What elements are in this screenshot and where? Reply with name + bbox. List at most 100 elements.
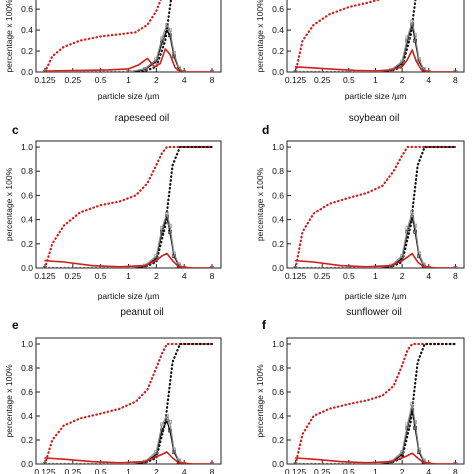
data-point-marker bbox=[160, 226, 164, 231]
x-tick-label: 4 bbox=[182, 271, 187, 281]
series-line-dotted-black bbox=[294, 342, 457, 464]
y-tick-label: 0.4 bbox=[272, 215, 284, 225]
series-line-solid-gray bbox=[44, 24, 213, 72]
series-line-dotted-red bbox=[294, 342, 457, 464]
series-group bbox=[43, 0, 214, 72]
data-point-marker bbox=[182, 70, 187, 72]
x-tick-label: 8 bbox=[453, 75, 458, 85]
x-tick-label: 4 bbox=[426, 467, 431, 474]
x-axis-title: particle size /µm bbox=[98, 291, 160, 301]
y-tick-label: 0.8 bbox=[21, 166, 33, 176]
series-group bbox=[43, 342, 214, 464]
y-tick-label: 0.6 bbox=[21, 387, 33, 397]
data-point-marker bbox=[154, 57, 159, 62]
data-point-marker bbox=[142, 67, 147, 71]
x-tick-label: 0.5 bbox=[95, 467, 107, 474]
y-tick-label: 0.0 bbox=[21, 67, 33, 77]
x-tick-label: 0.5 bbox=[343, 75, 355, 85]
x-tick-label: 8 bbox=[210, 271, 215, 281]
series-line-dotted-black bbox=[43, 342, 214, 464]
series-line-solid-red bbox=[44, 451, 213, 464]
plot-frame bbox=[35, 337, 222, 465]
y-tick-label: 0.2 bbox=[272, 239, 284, 249]
y-tick-label: 0.0 bbox=[21, 459, 33, 469]
series-line-solid-red bbox=[294, 49, 457, 72]
data-point-marker bbox=[165, 211, 169, 216]
x-tick-label: 0.25 bbox=[314, 75, 331, 85]
y-tick-label: 1.0 bbox=[21, 339, 33, 349]
series-line-solid-gray bbox=[295, 211, 456, 268]
y-tick-label: 0.4 bbox=[272, 411, 284, 421]
x-tick-label: 2 bbox=[154, 467, 159, 474]
y-tick-label: 0.0 bbox=[272, 67, 284, 77]
y-tick-label: 0.0 bbox=[21, 263, 33, 273]
panel-title: rapeseed oil bbox=[115, 113, 169, 124]
data-point-marker bbox=[400, 59, 405, 64]
data-point-marker bbox=[210, 70, 214, 72]
series-line-solid-red bbox=[44, 252, 213, 268]
series-line-dotted-black bbox=[43, 0, 173, 72]
x-axis-title: particle size /µm bbox=[345, 291, 407, 301]
series-line-solid-gray bbox=[295, 21, 456, 72]
chart-panel-e: 0.0 0.2 0.4 0.6 0.8 1.0 0.125 0.25 0.5 1 2 4 8 percen… bbox=[4, 307, 222, 474]
plot-frame bbox=[286, 0, 465, 73]
series-line-solid-red bbox=[44, 48, 213, 72]
y-tick-label: 0.2 bbox=[21, 435, 33, 445]
data-point-marker bbox=[413, 223, 418, 228]
series-line-solid-black bbox=[44, 216, 213, 268]
y-tick-label: 1.0 bbox=[21, 142, 33, 152]
x-tick-label: 0.25 bbox=[65, 271, 82, 281]
data-point-marker bbox=[168, 420, 172, 424]
y-tick-label: 0.8 bbox=[21, 363, 33, 373]
series-group bbox=[43, 145, 214, 268]
y-tick-label: 0.6 bbox=[21, 190, 33, 200]
x-tick-label: 8 bbox=[453, 467, 458, 474]
series-line-dotted-red bbox=[43, 0, 162, 72]
x-tick-label: 2 bbox=[154, 271, 159, 281]
series-line-solid-black bbox=[44, 420, 213, 464]
series-line-dotted-black bbox=[43, 145, 214, 268]
data-point-marker bbox=[160, 36, 164, 41]
series-line-dotted-black bbox=[294, 145, 457, 268]
y-tick-label: 1.0 bbox=[272, 142, 284, 152]
data-point-marker bbox=[400, 450, 405, 454]
x-tick-label: 0.125 bbox=[285, 271, 307, 281]
y-tick-label: 0.0 bbox=[272, 263, 284, 273]
chart-panel-d: 0.0 0.2 0.4 0.6 0.8 1.0 0.125 0.25 0.5 1 2 4 8 partic… bbox=[255, 113, 465, 301]
series-group bbox=[293, 145, 458, 268]
x-tick-label: 0.25 bbox=[65, 75, 82, 85]
x-axis-title: particle size /µm bbox=[345, 91, 407, 101]
x-tick-label: 8 bbox=[210, 467, 215, 474]
series-line-solid-red bbox=[294, 252, 457, 268]
series-line-solid-black bbox=[294, 216, 457, 268]
y-axis-title: percentage x 100% bbox=[255, 0, 265, 73]
y-tick-label: 0.8 bbox=[272, 363, 284, 373]
x-tick-label: 0.125 bbox=[34, 271, 56, 281]
data-point-marker bbox=[168, 223, 172, 228]
plot-frame bbox=[35, 0, 222, 73]
data-point-marker bbox=[413, 33, 418, 38]
data-point-marker bbox=[413, 229, 418, 234]
series-line-dotted-red bbox=[43, 145, 214, 268]
y-tick-label: 0.2 bbox=[272, 435, 284, 445]
y-tick-label: 0.4 bbox=[21, 25, 33, 35]
panel-title: peanut oil bbox=[120, 307, 163, 318]
data-point-marker bbox=[413, 426, 418, 430]
data-point-marker bbox=[405, 226, 410, 231]
data-point-marker bbox=[160, 422, 164, 427]
y-tick-label: 0.6 bbox=[21, 4, 33, 14]
chart-panel-b: 0.0 0.2 0.4 0.6 0.125 0.25 0.5 1 2 4 8 particle siz… bbox=[255, 0, 465, 101]
data-point-marker bbox=[426, 70, 431, 72]
series-line-solid-black bbox=[44, 29, 213, 72]
data-point-marker bbox=[293, 462, 298, 464]
y-axis-title: percentage x 100% bbox=[255, 364, 265, 438]
x-tick-label: 0.5 bbox=[95, 271, 107, 281]
panel-letter: c bbox=[12, 123, 19, 137]
x-tick-label: 0.25 bbox=[314, 467, 331, 474]
data-point-marker bbox=[168, 229, 172, 234]
data-point-marker bbox=[405, 422, 410, 427]
x-tick-label: 0.125 bbox=[285, 75, 307, 85]
series-line-dotted-red bbox=[294, 0, 382, 72]
series-line-solid-red bbox=[294, 452, 457, 464]
data-point-marker bbox=[154, 450, 159, 454]
